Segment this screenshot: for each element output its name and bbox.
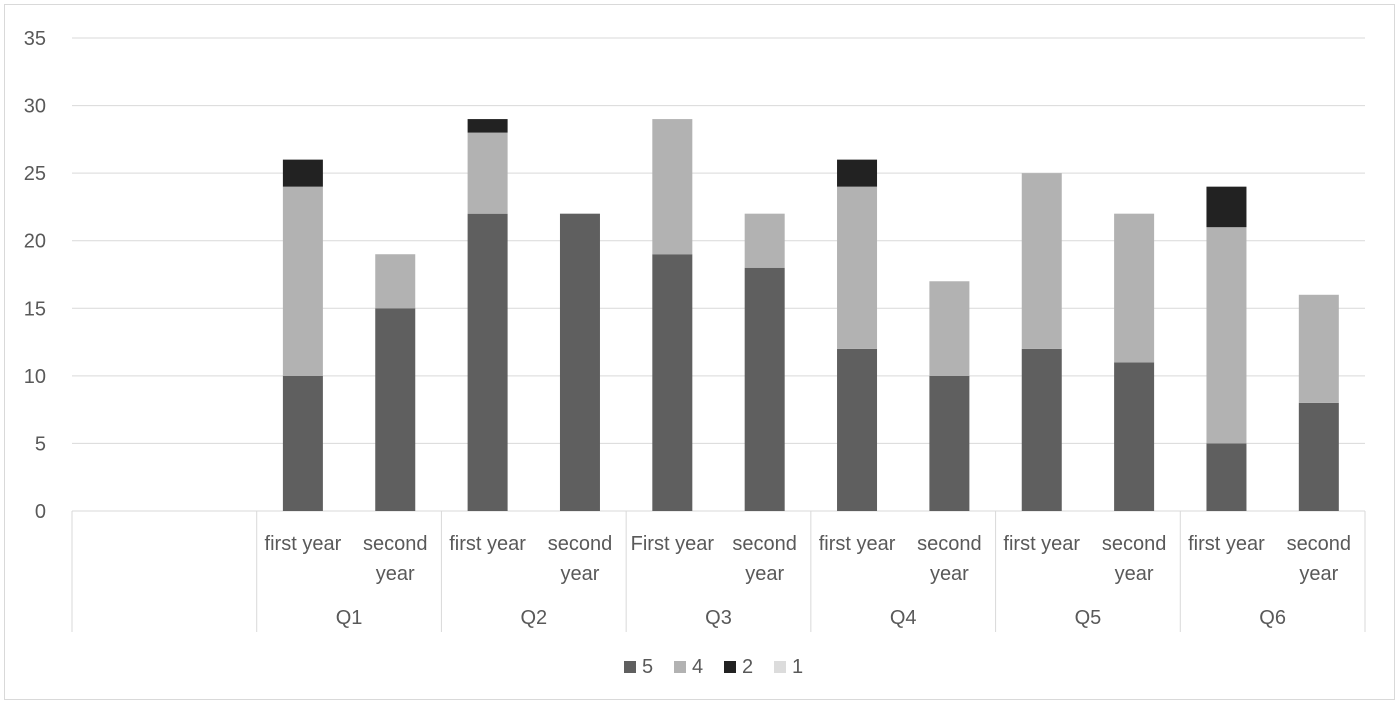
x-category-label: first year xyxy=(819,533,896,555)
x-category-label: first year xyxy=(449,533,526,555)
x-category-label: First year xyxy=(631,533,715,555)
y-tick-label: 20 xyxy=(24,231,46,253)
x-category-label: year xyxy=(376,563,415,585)
x-category-label: second xyxy=(548,533,613,555)
bar-segment-4 xyxy=(652,119,693,255)
bar-segment-4 xyxy=(1206,227,1247,444)
bar-segment-2 xyxy=(282,159,323,187)
x-category-label: first year xyxy=(1003,533,1080,555)
x-category-label: second xyxy=(1287,533,1352,555)
bar-segment-5 xyxy=(1206,443,1247,511)
x-category-label: first year xyxy=(265,533,342,555)
legend-label: 5 xyxy=(642,656,653,678)
x-category-label: year xyxy=(1299,563,1338,585)
x-category-label: year xyxy=(930,563,969,585)
chart-frame xyxy=(4,4,1395,700)
x-category-label: second xyxy=(363,533,428,555)
bar-segment-5 xyxy=(467,213,508,511)
x-category-label: second xyxy=(917,533,982,555)
y-tick-label: 0 xyxy=(35,501,46,523)
x-group-label: Q5 xyxy=(1075,607,1102,629)
x-category-label: second xyxy=(732,533,797,555)
bar-segment-5 xyxy=(652,254,693,511)
legend-swatch xyxy=(724,661,736,673)
bar-segment-5 xyxy=(1021,348,1062,511)
bar-segment-5 xyxy=(1114,362,1155,511)
x-category-label: first year xyxy=(1188,533,1265,555)
bar-segment-4 xyxy=(744,213,785,268)
bar-segment-5 xyxy=(744,267,785,511)
legend-swatch xyxy=(674,661,686,673)
bar-segment-4 xyxy=(1298,294,1339,403)
x-category-label: second xyxy=(1102,533,1167,555)
bar-segment-5 xyxy=(282,375,323,511)
legend-label: 2 xyxy=(742,656,753,678)
bar-segment-4 xyxy=(282,186,323,376)
bar-segment-5 xyxy=(929,375,970,511)
bar-segment-2 xyxy=(1206,186,1247,228)
x-group-label: Q3 xyxy=(705,607,732,629)
bar-segment-5 xyxy=(837,348,878,511)
x-group-label: Q6 xyxy=(1259,607,1286,629)
y-tick-label: 35 xyxy=(24,28,46,50)
y-tick-label: 30 xyxy=(24,96,46,118)
x-group-label: Q1 xyxy=(336,607,363,629)
bar-segment-4 xyxy=(929,281,970,376)
bar-segment-2 xyxy=(467,119,508,133)
bar-segment-4 xyxy=(837,186,878,349)
bar-segment-4 xyxy=(1021,173,1062,349)
bar-segment-5 xyxy=(375,308,416,511)
bar-segment-4 xyxy=(375,254,416,309)
x-group-label: Q4 xyxy=(890,607,917,629)
bar-segment-5 xyxy=(559,213,600,511)
legend-swatch xyxy=(624,661,636,673)
bar-segment-2 xyxy=(837,159,878,187)
x-category-label: year xyxy=(745,563,784,585)
y-tick-label: 25 xyxy=(24,163,46,185)
x-category-label: year xyxy=(1115,563,1154,585)
y-tick-label: 5 xyxy=(35,433,46,455)
legend-swatch xyxy=(774,661,786,673)
x-group-label: Q2 xyxy=(520,607,547,629)
legend-label: 1 xyxy=(792,656,803,678)
legend-label: 4 xyxy=(692,656,703,678)
y-tick-label: 15 xyxy=(24,298,46,320)
y-tick-label: 10 xyxy=(24,366,46,388)
bar-segment-4 xyxy=(467,132,508,214)
bar-segment-5 xyxy=(1298,402,1339,511)
bar-segment-4 xyxy=(1114,213,1155,363)
x-category-label: year xyxy=(561,563,600,585)
